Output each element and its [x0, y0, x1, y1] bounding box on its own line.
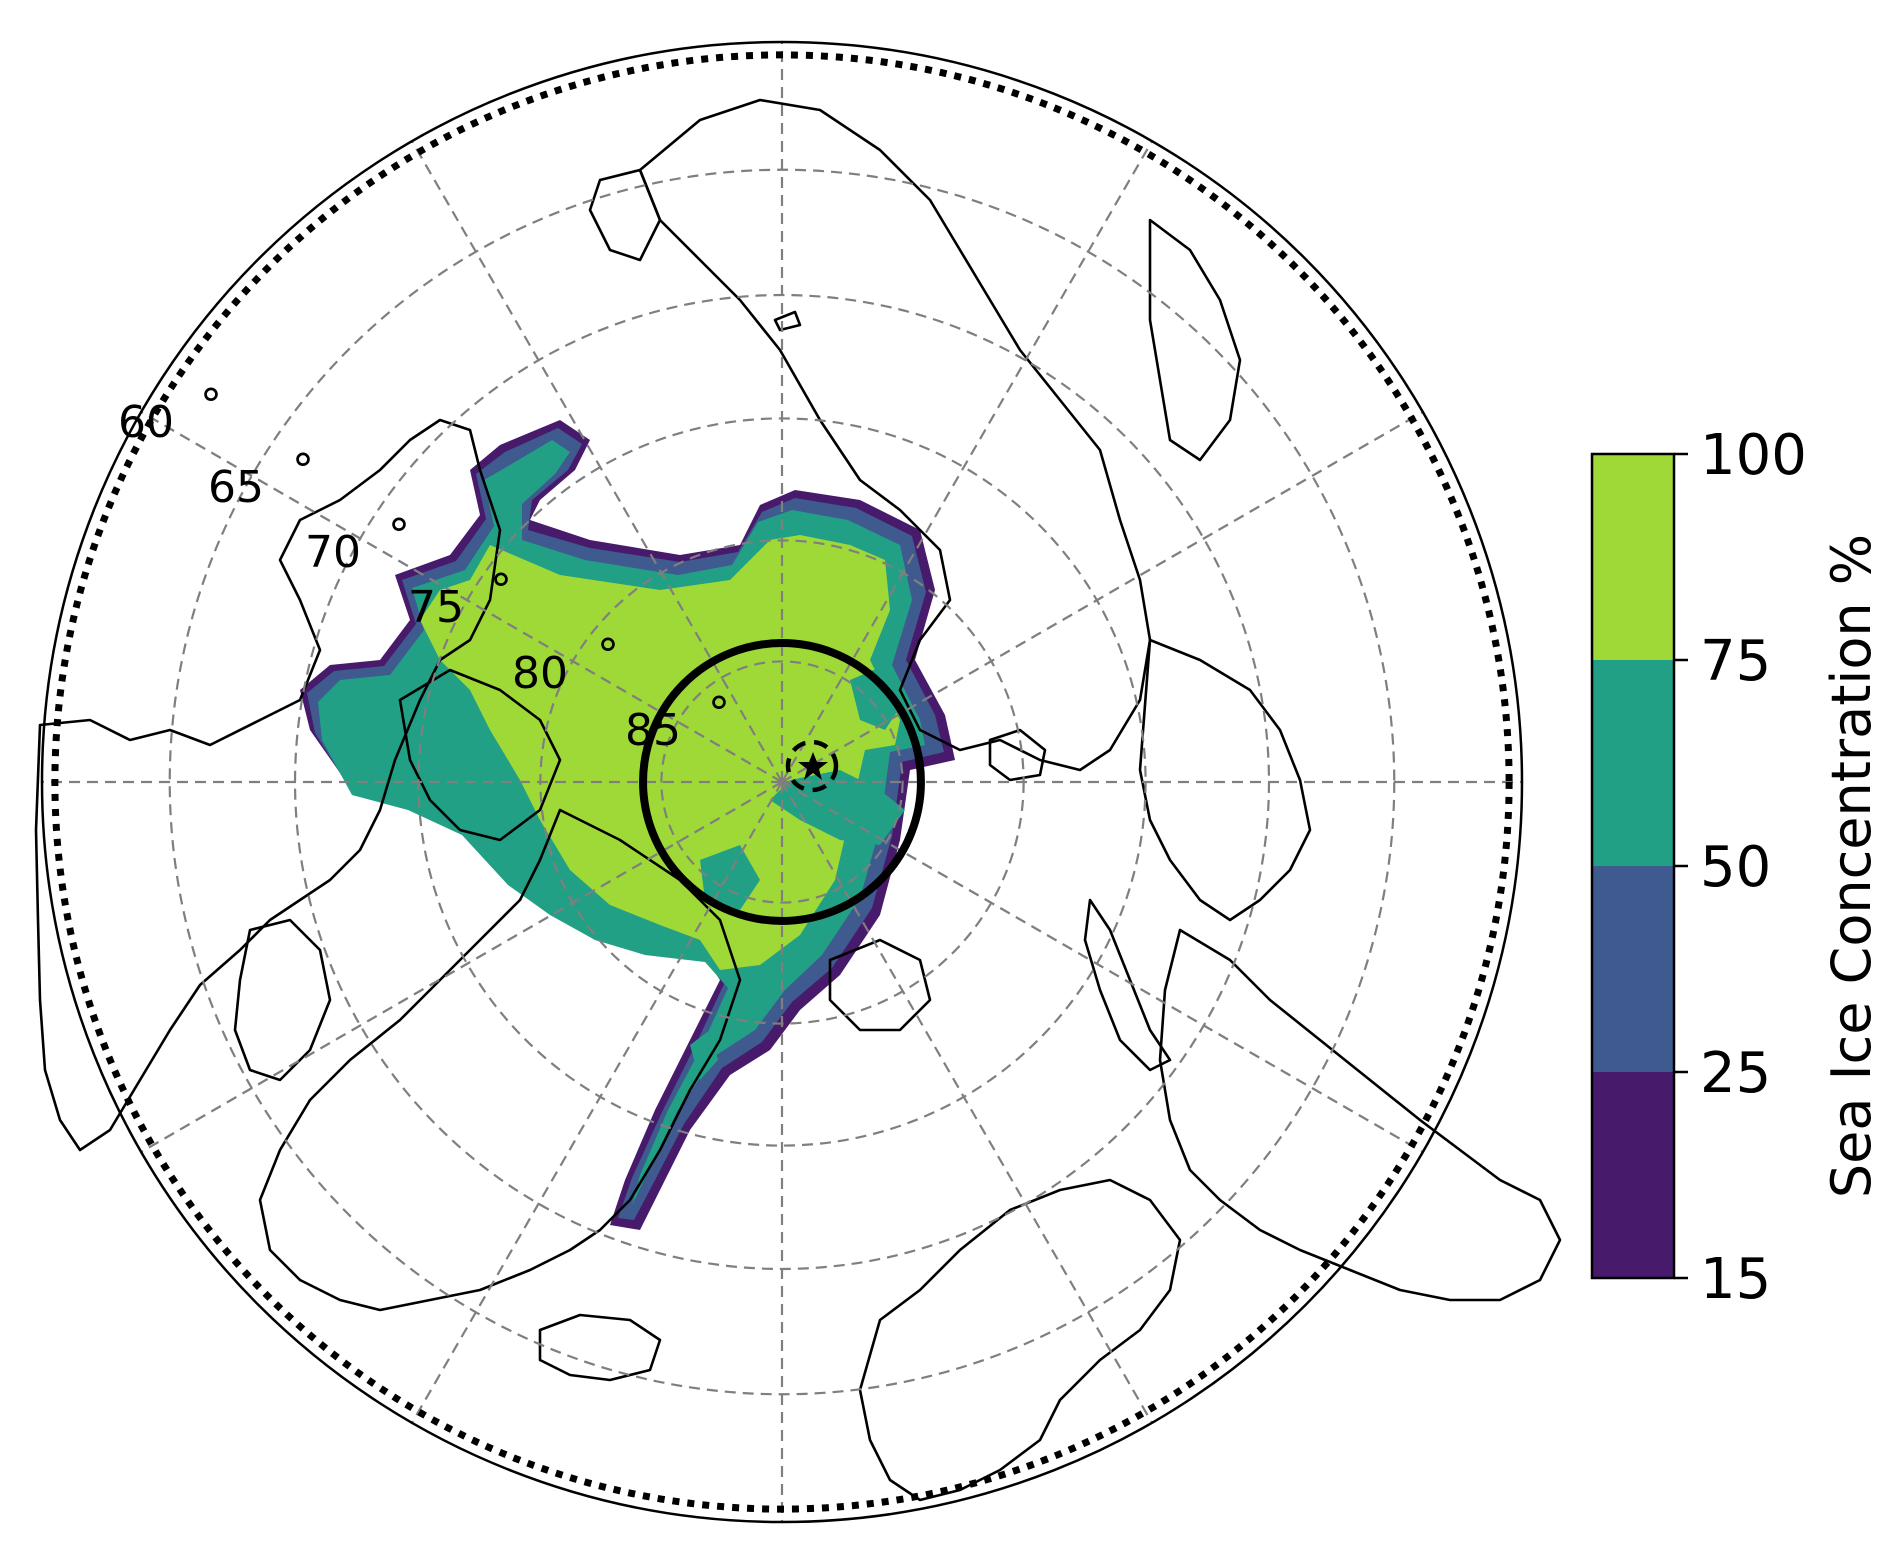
coast-russia-north [1158, 928, 1562, 1302]
lat-label-70: 70 [305, 527, 361, 578]
lat-degree-75: ° [490, 565, 512, 616]
coast-scandinavia [858, 1178, 1182, 1502]
meridian-line [411, 140, 783, 783]
coast-east-siberia-islands [988, 728, 1047, 782]
lat-label-75: 75 [408, 582, 464, 633]
pole-marker [798, 752, 828, 780]
lat-degree-65: ° [292, 445, 314, 496]
lat-degree-60: ° [200, 380, 222, 431]
coast-wrangel [773, 310, 802, 332]
ice-patch-50-75-greenland [690, 1030, 718, 1080]
star-icon [798, 752, 828, 780]
lat-label-60: 60 [118, 397, 174, 448]
coast-kamchatka [1148, 218, 1242, 462]
colorbar-tick-25: 25 [1700, 1041, 1771, 1106]
colorbar-segment-25-50 [1592, 866, 1674, 1072]
coast-baffin [233, 918, 332, 1082]
lat-label-80: 80 [512, 648, 568, 699]
colorbar-tick-75: 75 [1700, 629, 1771, 694]
latitude-labels: 60 ° 65 ° 70 ° 75 ° 80 ° 85 ° [118, 380, 730, 756]
colorbar-segment-15-25 [1592, 1072, 1674, 1278]
ice-patch-50-75-south [700, 845, 760, 910]
meridian-line [781, 140, 1153, 783]
lat-label-65: 65 [208, 462, 264, 513]
coast-svalbard [828, 938, 932, 1032]
colorbar-tick-15: 15 [1700, 1247, 1771, 1312]
coast-novaya-zemlya [1083, 898, 1172, 1072]
coast-greenland [258, 808, 742, 1312]
ice-patch-50-75-core [770, 770, 905, 845]
meridian-line [781, 411, 1424, 783]
sea-ice-field [300, 420, 955, 1230]
dotted-circle [51, 51, 1513, 1513]
map-boundary [40, 40, 1524, 1524]
colorbar-segment-75-100 [1592, 454, 1674, 660]
coast-chukotka [588, 168, 662, 262]
dashed-small-circle [785, 739, 839, 793]
meridian-line [781, 781, 1424, 1153]
colorbar: 100 75 50 25 15 Sea Ice Concentration % [1590, 423, 1883, 1312]
map-grid [40, 40, 1524, 1524]
lat-degree-85: ° [708, 688, 730, 739]
coast-canadian-islands [398, 668, 562, 842]
coast-taymyr [1138, 638, 1312, 922]
colorbar-segment-50-75 [1592, 660, 1674, 866]
colorbar-tick-50: 50 [1700, 835, 1771, 900]
coast-siberia [638, 98, 1152, 772]
lat-degree-70: ° [388, 510, 410, 561]
colorbar-tick-100: 100 [1700, 423, 1807, 488]
ice-patch-50-75-east [850, 665, 905, 730]
coastlines [34, 98, 1562, 1502]
lat-label-85: 85 [625, 705, 681, 756]
meridian-line [140, 411, 783, 783]
solid-circle [639, 639, 925, 925]
coast-iceland [538, 1313, 662, 1382]
latitude-circle-85 [660, 660, 904, 904]
coast-alaska-canada [34, 418, 502, 1152]
lat-degree-80: ° [597, 630, 619, 681]
meridian-line [411, 781, 783, 1424]
meridian-line [781, 781, 1153, 1424]
meridian-line [140, 781, 783, 1153]
colorbar-title: Sea Ice Concentration % [1820, 534, 1883, 1198]
